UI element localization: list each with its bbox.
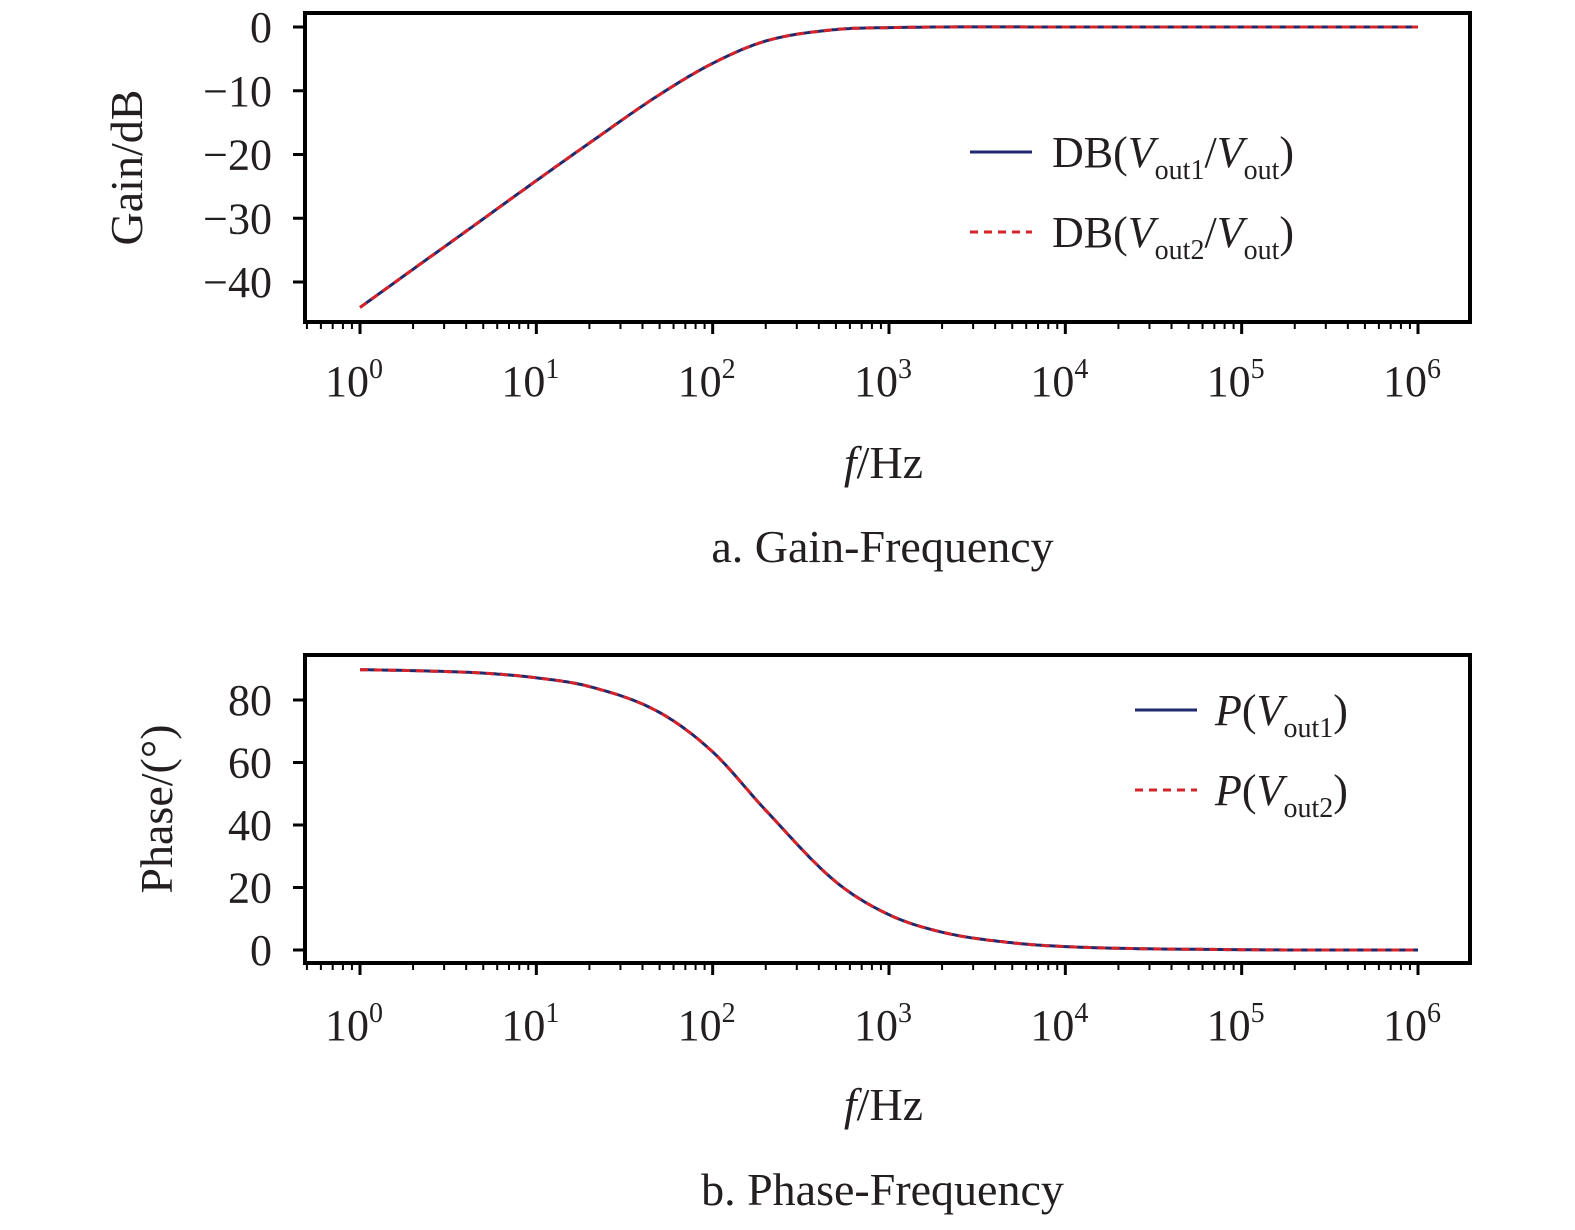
x-tick-label: 106 [1383,998,1441,1050]
y-axis-title: Phase/(°) [131,724,182,893]
y-axis: 0 −10 −20 −30 −40 [203,3,305,307]
y-axis-title: Gain/dB [101,90,152,246]
y-tick-label: 0 [250,926,272,975]
x-tick-label: 101 [501,354,559,406]
legend-label-1: P(Vout1) [1214,686,1348,744]
y-tick-label: −30 [203,194,272,243]
legend-label-1: DB(Vout1/Vout) [1052,128,1294,186]
x-tick-label: 106 [1383,354,1441,406]
y-tick-label: 20 [228,864,272,913]
legend: DB(Vout1/Vout) DB(Vout2/Vout) [970,128,1294,266]
x-axis-title: f/Hz [844,437,923,488]
legend: P(Vout1) P(Vout2) [1135,686,1348,824]
x-tick-label: 105 [1207,354,1265,406]
x-tick-label: 104 [1030,354,1088,406]
chart-panel-1: 100 101 102 103 104 105 106 0 −10 −20 −30 −40 f/Hz Ga… [101,3,1472,572]
y-tick-label: 80 [228,676,272,725]
y-tick-label: −20 [203,131,272,180]
series-line-2 [360,668,1418,952]
x-tick-label: 101 [501,998,559,1050]
y-tick-label: −10 [203,67,272,116]
figure-caption: b. Phase-Frequency [701,1164,1064,1215]
chart-panel-2: 100 101 102 103 104 105 106 0 20 40 60 80 f/Hz Phase/… [131,653,1472,1215]
y-tick-label: 40 [228,801,272,850]
figure-caption: a. Gain-Frequency [711,521,1053,572]
legend-label-2: DB(Vout2/Vout) [1052,208,1294,266]
y-tick-label: 60 [228,739,272,788]
y-axis: 0 20 40 60 80 [228,676,305,975]
x-axis-title: f/Hz [844,1079,923,1130]
x-tick-label: 100 [325,998,383,1050]
legend-label-2: P(Vout2) [1214,766,1348,824]
x-tick-label: 103 [854,354,912,406]
x-tick-label: 105 [1207,998,1265,1050]
x-tick-label: 100 [325,354,383,406]
y-tick-label: 0 [250,3,272,52]
x-tick-label: 103 [854,998,912,1050]
series-line-2 [359,25,1418,309]
y-tick-label: −40 [203,258,272,307]
x-axis: 100 101 102 103 104 105 106 [305,322,1441,406]
series-lines [360,668,1418,952]
plot-frame [303,11,1472,324]
x-tick-label: 102 [678,354,736,406]
x-tick-label: 102 [678,998,736,1050]
x-axis: 100 101 102 103 104 105 106 [305,963,1441,1050]
series-lines [359,25,1418,309]
x-tick-label: 104 [1030,998,1088,1050]
